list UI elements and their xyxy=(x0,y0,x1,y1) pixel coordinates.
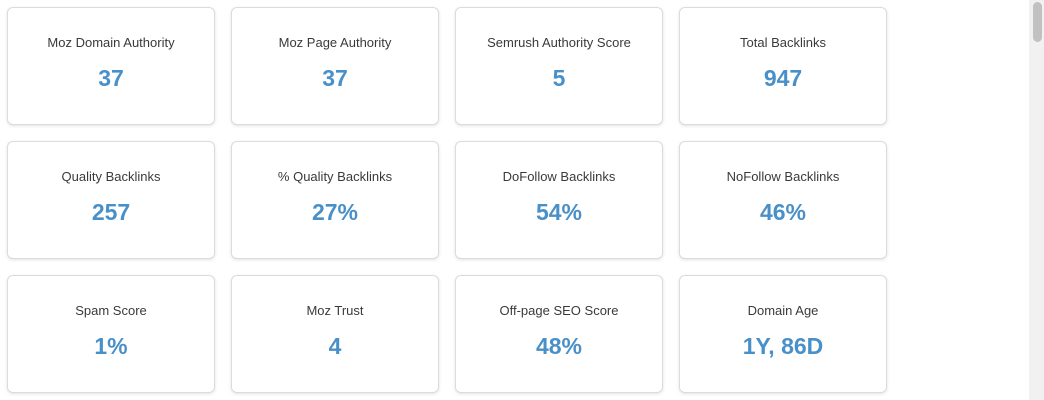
metric-value: 947 xyxy=(763,65,803,91)
metric-label: Spam Score xyxy=(75,303,147,318)
metric-card-moz-domain-authority: Moz Domain Authority 37 xyxy=(7,7,215,125)
metric-label: Off-page SEO Score xyxy=(499,303,619,318)
metric-label: Quality Backlinks xyxy=(61,169,161,184)
vertical-scrollbar[interactable] xyxy=(1029,0,1044,400)
metric-card-off-page-seo-score: Off-page SEO Score 48% xyxy=(455,275,663,393)
metric-value: 4 xyxy=(328,333,342,359)
metric-value: 37 xyxy=(322,65,348,91)
metric-card-domain-age: Domain Age 1Y, 86D xyxy=(679,275,887,393)
scrollbar-thumb[interactable] xyxy=(1033,2,1042,42)
metric-label: DoFollow Backlinks xyxy=(502,169,616,184)
metric-card-spam-score: Spam Score 1% xyxy=(7,275,215,393)
metric-value: 48% xyxy=(535,333,583,359)
metric-value: 54% xyxy=(535,199,583,225)
metric-label: Moz Domain Authority xyxy=(47,35,175,50)
metric-value: 5 xyxy=(552,65,566,91)
metric-value: 257 xyxy=(91,199,131,225)
metric-card-semrush-authority-score: Semrush Authority Score 5 xyxy=(455,7,663,125)
metric-card-nofollow-backlinks: NoFollow Backlinks 46% xyxy=(679,141,887,259)
metric-label: Moz Trust xyxy=(306,303,364,318)
metric-card-dofollow-backlinks: DoFollow Backlinks 54% xyxy=(455,141,663,259)
metric-value: 46% xyxy=(759,199,807,225)
metric-value: 27% xyxy=(311,199,359,225)
metric-card-quality-backlinks: Quality Backlinks 257 xyxy=(7,141,215,259)
metric-value: 37 xyxy=(98,65,124,91)
metric-label: Semrush Authority Score xyxy=(487,35,631,50)
metric-label: NoFollow Backlinks xyxy=(726,169,840,184)
metric-card-moz-page-authority: Moz Page Authority 37 xyxy=(231,7,439,125)
metric-value: 1% xyxy=(94,333,128,359)
metric-card-moz-trust: Moz Trust 4 xyxy=(231,275,439,393)
metric-label: Moz Page Authority xyxy=(278,35,392,50)
metric-card-total-backlinks: Total Backlinks 947 xyxy=(679,7,887,125)
metrics-grid: Moz Domain Authority 37 Moz Page Authori… xyxy=(7,7,887,393)
metric-card-percent-quality-backlinks: % Quality Backlinks 27% xyxy=(231,141,439,259)
metric-label: % Quality Backlinks xyxy=(277,169,393,184)
metric-label: Domain Age xyxy=(747,303,819,318)
metric-value: 1Y, 86D xyxy=(742,333,824,359)
metric-label: Total Backlinks xyxy=(740,35,826,50)
